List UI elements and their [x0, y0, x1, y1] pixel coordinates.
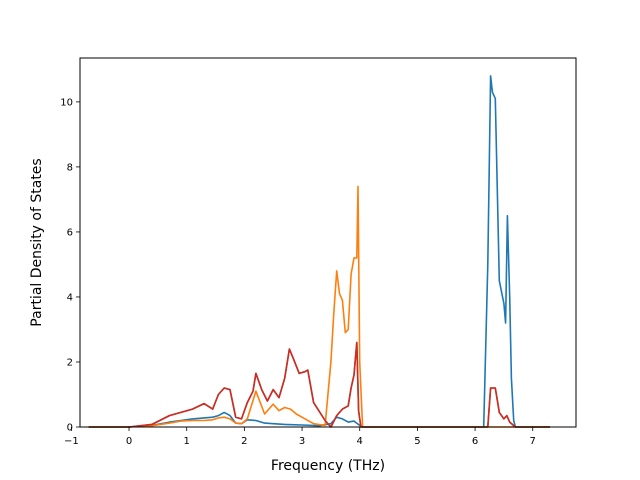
y-tick-label: 2 — [67, 357, 73, 368]
series-line-2 — [88, 185, 550, 428]
x-tick-label: 5 — [414, 436, 420, 447]
x-tick-label: 3 — [299, 436, 305, 447]
y-axis-ticks: 0 2 4 6 8 10 — [60, 97, 80, 434]
x-tick-label: 2 — [241, 436, 247, 447]
y-tick-label: 0 — [67, 423, 73, 434]
y-tick-label: 4 — [67, 292, 73, 303]
series-layer — [88, 75, 550, 428]
x-axis-label: Frequency (THz) — [271, 458, 385, 474]
x-tick-label: 6 — [472, 436, 478, 447]
series-line-4 — [88, 341, 550, 428]
x-tick-label: 1 — [184, 436, 190, 447]
y-axis-label: Partial Density of States — [29, 158, 45, 326]
x-axis-ticks: −1 0 1 2 3 4 5 6 7 — [64, 427, 536, 447]
x-tick-label: 0 — [126, 436, 132, 447]
x-tick-label: 4 — [357, 436, 363, 447]
y-tick-label: 10 — [60, 97, 73, 108]
x-tick-label: −1 — [64, 436, 79, 447]
y-tick-label: 8 — [67, 162, 73, 173]
y-tick-label: 6 — [67, 227, 73, 238]
x-tick-label: 7 — [530, 436, 536, 447]
series-line-1 — [88, 75, 550, 428]
plot-area-frame — [79, 57, 577, 428]
